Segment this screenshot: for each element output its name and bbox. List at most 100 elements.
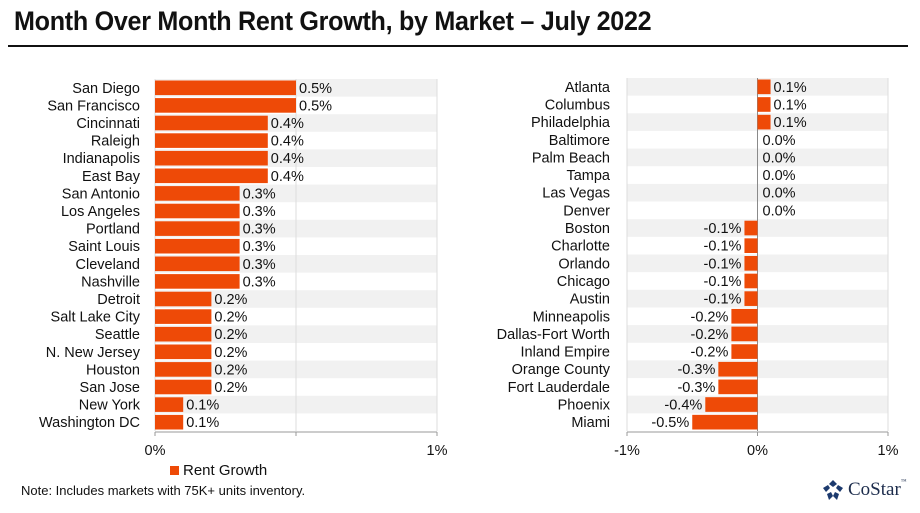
bar (731, 308, 758, 324)
category-label: Inland Empire (521, 345, 610, 361)
bar (155, 274, 240, 289)
x-tick-label: -1% (614, 443, 640, 459)
data-label: 0.4% (271, 116, 304, 132)
data-label: 0.0% (763, 168, 796, 184)
bar (731, 326, 758, 342)
data-label: 0.5% (299, 81, 332, 97)
bar (155, 362, 212, 377)
category-label: Fort Lauderdale (508, 380, 610, 396)
bar (155, 115, 268, 131)
data-label: 0.0% (763, 186, 796, 202)
title-divider (8, 45, 908, 47)
bar (155, 344, 212, 360)
data-label: 0.2% (214, 292, 247, 308)
data-label: 0.1% (774, 97, 807, 113)
bar (155, 80, 296, 96)
data-label: -0.4% (664, 398, 702, 414)
bar (155, 291, 212, 307)
category-label: Denver (563, 203, 610, 219)
category-label: Austin (570, 292, 610, 308)
bar (155, 221, 240, 236)
category-label: Detroit (97, 292, 140, 308)
chart-title: Month Over Month Rent Growth, by Market … (14, 6, 652, 36)
bar (155, 98, 296, 113)
data-label: 0.0% (763, 133, 796, 149)
costar-wordmark: CoStar™ (848, 479, 907, 501)
category-label: Orlando (558, 256, 610, 272)
data-label: 0.3% (243, 274, 276, 290)
x-tick-label: 0% (145, 443, 166, 459)
category-label: Charlotte (551, 239, 610, 255)
data-label: 0.4% (271, 134, 304, 150)
bar (155, 309, 212, 324)
bar (155, 326, 212, 342)
data-label: 0.3% (243, 186, 276, 202)
bar (155, 414, 184, 430)
x-tick-label: 1% (427, 443, 448, 459)
data-label: 0.2% (214, 380, 247, 396)
bar (155, 379, 212, 395)
bar (744, 273, 758, 289)
category-label: San Francisco (47, 98, 140, 114)
data-label: 0.1% (186, 415, 219, 431)
data-label: -0.2% (691, 327, 729, 343)
bar (744, 220, 758, 236)
category-label: New York (79, 398, 141, 414)
costar-name: CoStar (848, 479, 901, 500)
bar (155, 133, 268, 148)
category-label: Indianapolis (63, 151, 140, 167)
trademark: ™ (900, 479, 907, 485)
bar (155, 203, 240, 219)
data-label: 0.3% (243, 222, 276, 238)
category-label: Nashville (81, 274, 140, 290)
category-label: Palm Beach (532, 150, 610, 166)
category-label: San Jose (80, 380, 140, 396)
legend: Rent Growth (170, 462, 267, 479)
category-label: East Bay (82, 169, 141, 185)
category-label: Orange County (512, 362, 611, 378)
data-label: 0.2% (214, 310, 247, 326)
category-label: Phoenix (558, 398, 611, 414)
category-label: Salt Lake City (51, 310, 141, 326)
category-label: Philadelphia (531, 115, 611, 131)
bar (757, 97, 771, 112)
data-label: 0.0% (763, 203, 796, 219)
data-label: -0.2% (691, 309, 729, 325)
bar (744, 291, 758, 306)
bar (757, 114, 771, 130)
data-label: 0.4% (271, 169, 304, 185)
bar (744, 256, 758, 271)
costar-logo: CoStar™ (822, 479, 907, 501)
category-label: San Antonio (62, 186, 140, 202)
category-label: Saint Louis (68, 239, 140, 255)
data-label: -0.1% (704, 256, 742, 272)
bar (744, 238, 758, 253)
data-label: -0.1% (704, 292, 742, 308)
data-label: 0.2% (214, 327, 247, 343)
category-label: Minneapolis (533, 309, 610, 325)
category-label: Los Angeles (61, 204, 140, 220)
data-label: 0.2% (214, 345, 247, 361)
data-label: -0.3% (677, 380, 715, 396)
category-label: Atlanta (565, 80, 611, 96)
bar (155, 238, 240, 254)
data-label: -0.5% (651, 415, 689, 431)
data-label: -0.1% (704, 274, 742, 290)
data-label: 0.0% (763, 150, 796, 166)
legend-label: Rent Growth (183, 462, 268, 479)
x-tick-label: 1% (878, 443, 899, 459)
costar-star-icon (823, 480, 843, 500)
category-label: Miami (571, 415, 610, 431)
category-label: Dallas-Fort Worth (497, 327, 610, 343)
data-label: -0.1% (704, 221, 742, 237)
category-label: Baltimore (549, 133, 610, 149)
bar (757, 79, 771, 95)
data-label: 0.3% (243, 204, 276, 220)
bar (155, 168, 268, 184)
data-label: -0.3% (677, 362, 715, 378)
category-label: Washington DC (39, 415, 140, 431)
right-chart: Atlanta 0.1% Columbus 0.1% Philadelphia 0.1% B… (497, 78, 899, 459)
x-tick-label: 0% (747, 443, 768, 459)
category-label: Chicago (557, 274, 610, 290)
